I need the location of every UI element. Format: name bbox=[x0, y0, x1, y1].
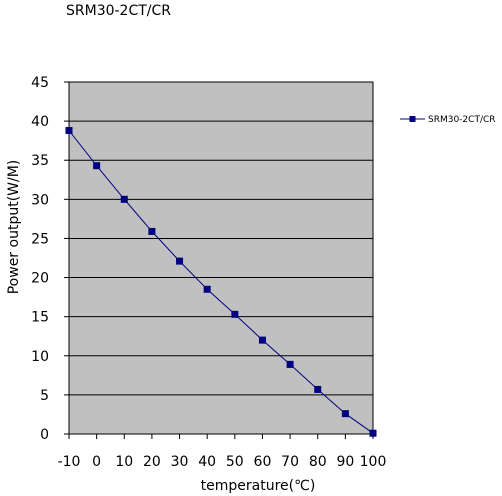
x-tick-label: 100 bbox=[360, 454, 387, 470]
data-point bbox=[286, 360, 294, 368]
data-point bbox=[148, 227, 156, 235]
y-tick-label: 0 bbox=[40, 427, 49, 443]
x-tick-label: 90 bbox=[336, 454, 354, 470]
series-points bbox=[65, 126, 377, 437]
y-tick-label: 10 bbox=[31, 349, 49, 365]
series-line bbox=[68, 130, 374, 434]
y-tick-label: 20 bbox=[31, 271, 49, 287]
x-tick-label: 10 bbox=[115, 454, 133, 470]
y-tick-label: 25 bbox=[31, 231, 49, 247]
data-point bbox=[65, 126, 73, 134]
plot-area bbox=[68, 81, 374, 435]
x-tick-label: 50 bbox=[226, 454, 244, 470]
data-point bbox=[93, 162, 101, 170]
data-point bbox=[341, 410, 349, 418]
y-axis-ticks: 0 5 10 15 20 25 30 35 40 45 bbox=[31, 75, 69, 443]
y-tick-label: 40 bbox=[31, 114, 49, 130]
data-point bbox=[369, 429, 377, 437]
x-axis-ticks: -10 0 10 20 30 40 50 60 70 80 90 100 bbox=[58, 434, 387, 470]
y-tick-label: 30 bbox=[31, 192, 49, 208]
x-tick-label: 70 bbox=[281, 454, 299, 470]
data-point bbox=[231, 310, 239, 318]
x-axis-label: temperature(℃) bbox=[201, 478, 316, 494]
data-point bbox=[176, 257, 184, 265]
grid-lines bbox=[69, 120, 373, 396]
y-tick-label: 45 bbox=[31, 75, 49, 91]
legend-marker-swatch bbox=[409, 116, 416, 122]
x-tick-label: 60 bbox=[254, 454, 272, 470]
y-tick-label: 5 bbox=[40, 388, 49, 404]
data-point bbox=[203, 285, 211, 293]
data-point bbox=[258, 336, 266, 344]
data-point bbox=[314, 385, 322, 393]
legend: SRM30-2CT/CR bbox=[400, 115, 496, 125]
legend-label: SRM30-2CT/CR bbox=[428, 115, 496, 125]
data-point bbox=[120, 195, 128, 203]
y-tick-label: 35 bbox=[31, 153, 49, 169]
x-tick-label: 20 bbox=[143, 454, 161, 470]
x-tick-label: -10 bbox=[58, 454, 81, 470]
x-tick-label: 0 bbox=[92, 454, 101, 470]
y-axis-label: Power output(W/M) bbox=[6, 160, 22, 295]
chart-title: SRM30-2CT/CR bbox=[66, 3, 172, 19]
x-tick-label: 30 bbox=[171, 454, 189, 470]
x-tick-label: 80 bbox=[309, 454, 327, 470]
x-tick-label: 40 bbox=[198, 454, 216, 470]
y-tick-label: 15 bbox=[31, 310, 49, 326]
